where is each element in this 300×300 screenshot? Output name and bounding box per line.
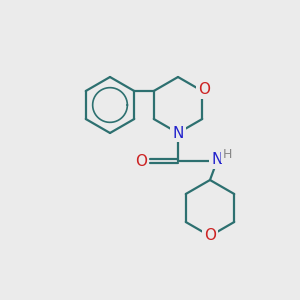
Text: N: N	[211, 152, 223, 167]
Text: O: O	[198, 82, 210, 98]
Text: O: O	[135, 154, 147, 169]
Text: H: H	[222, 148, 232, 161]
Text: N: N	[172, 125, 184, 140]
Text: O: O	[204, 229, 216, 244]
